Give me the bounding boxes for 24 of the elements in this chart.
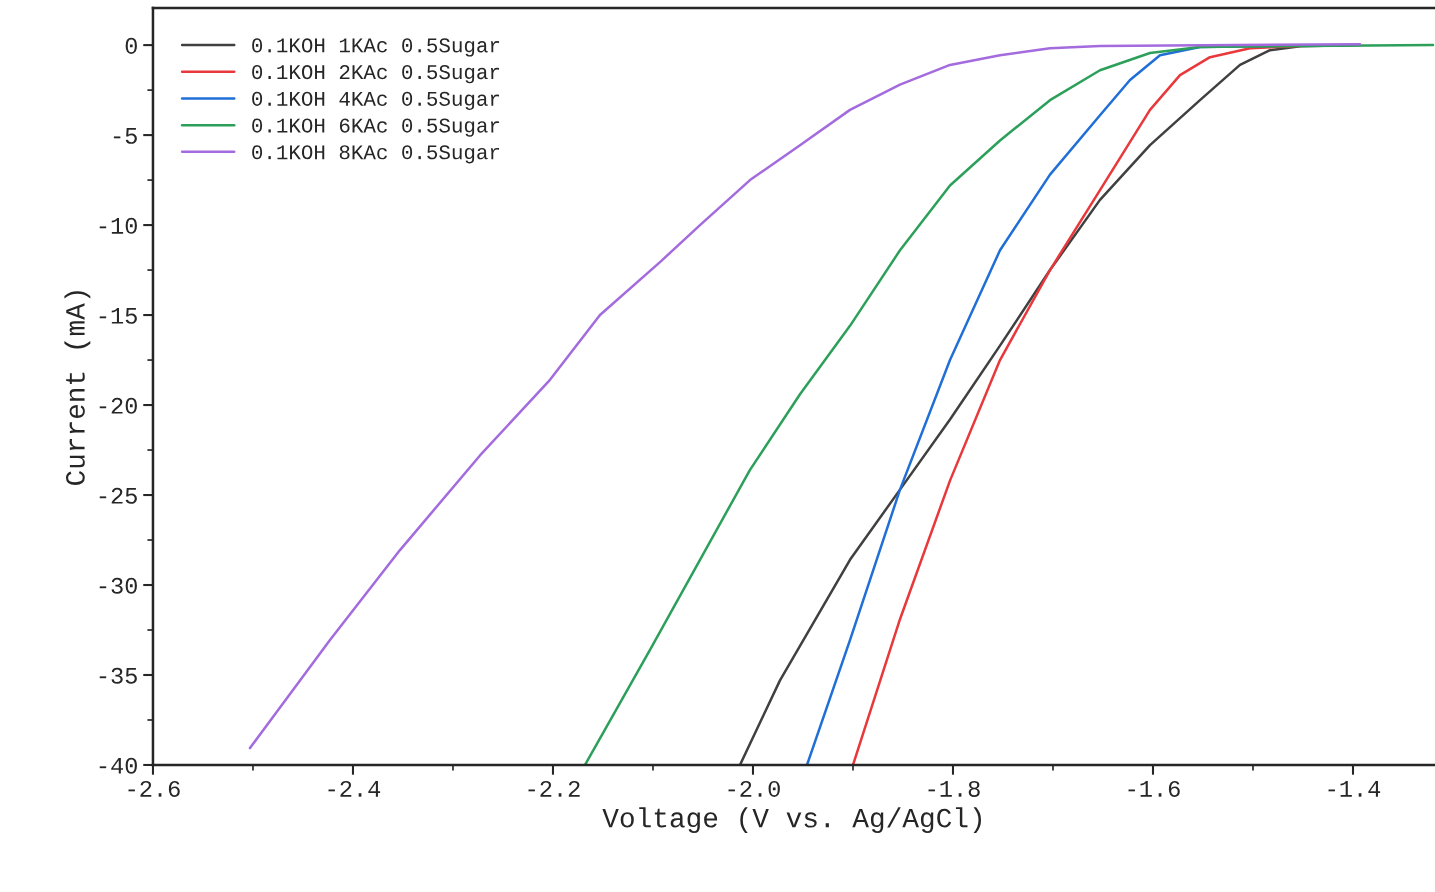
y-axis-title: Current (mA) bbox=[64, 291, 91, 485]
y-tick-label: -40 bbox=[99, 757, 137, 774]
x-tick-label: -2.6 bbox=[128, 780, 180, 797]
x-tick-label: -2.2 bbox=[528, 780, 580, 797]
line-series bbox=[583, 43, 1435, 765]
y-tick-label: -5 bbox=[113, 128, 137, 144]
legend-label: 0.1KOH 6KAc 0.5Sugar bbox=[252, 118, 500, 137]
x-axis-title: Voltage (V vs. Ag/AgCl) bbox=[602, 807, 981, 834]
legend-label: 0.1KOH 8KAc 0.5Sugar bbox=[252, 145, 500, 164]
y-tick-label: -25 bbox=[99, 487, 137, 504]
x-tick-label: -1.4 bbox=[1328, 781, 1381, 797]
y-tick-label: -35 bbox=[99, 667, 137, 684]
legend-label: 0.1KOH 2KAc 0.5Sugar bbox=[252, 65, 500, 84]
x-tick-label: -2.4 bbox=[328, 780, 381, 797]
x-tick-label: -1.8 bbox=[928, 780, 980, 797]
y-tick-label: -30 bbox=[99, 577, 137, 594]
y-tick-label: 0 bbox=[125, 37, 137, 54]
y-tick-label: -20 bbox=[99, 397, 137, 414]
legend-label: 0.1KOH 1KAc 0.5Sugar bbox=[252, 38, 500, 57]
x-tick-label: -1.6 bbox=[1128, 780, 1180, 797]
legend-label: 0.1KOH 4KAc 0.5Sugar bbox=[252, 91, 500, 111]
y-tick-label: -15 bbox=[99, 308, 137, 324]
y-tick-label: -10 bbox=[99, 217, 137, 234]
x-tick-label: -2.0 bbox=[728, 780, 780, 797]
